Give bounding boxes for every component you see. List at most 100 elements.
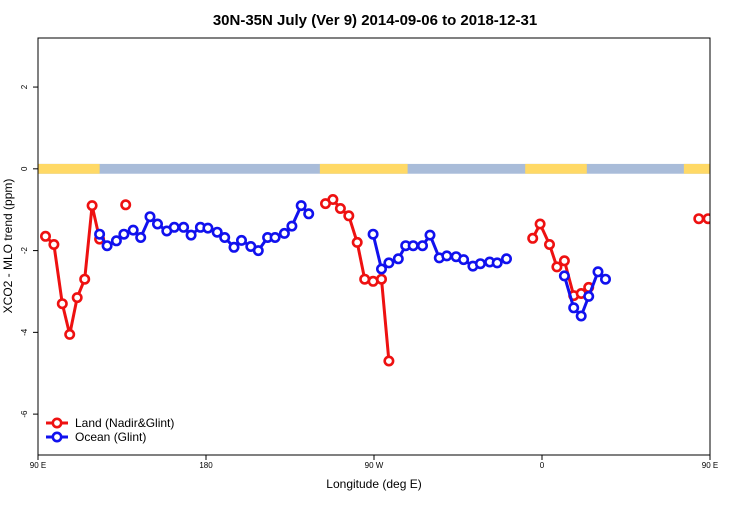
- x-axis: 90 E 180 90 W 0 90 E: [30, 455, 718, 470]
- land-data-point: [543, 239, 555, 251]
- ocean-data-point: [500, 253, 512, 265]
- x-tick-label: 0: [540, 461, 545, 470]
- y-tick-label: -6: [20, 410, 29, 418]
- land-data-point: [120, 199, 132, 211]
- land-mask-segment: [319, 163, 408, 174]
- ocean-data-point: [458, 254, 470, 266]
- y-tick-label: -4: [20, 328, 29, 336]
- land-data-point: [39, 230, 51, 242]
- land-data-point: [527, 232, 539, 244]
- ocean-data-point: [144, 211, 156, 223]
- land-data-point: [558, 255, 570, 267]
- ocean-data-point: [228, 241, 240, 253]
- legend: Land (Nadir&Glint) Ocean (Glint): [42, 412, 185, 445]
- ocean-data-point: [135, 232, 147, 244]
- ocean-data-point: [94, 228, 106, 240]
- ocean-data-point: [269, 232, 281, 244]
- land-ocean-mask: [38, 163, 710, 174]
- ocean-data-point: [424, 229, 436, 241]
- land-mask-segment: [38, 163, 100, 174]
- legend-ocean-marker: [51, 431, 63, 443]
- ocean-data-point: [211, 226, 223, 238]
- land-data-point: [702, 213, 710, 225]
- land-data-point: [327, 194, 339, 206]
- land-data-point: [343, 210, 355, 222]
- x-axis-label: Longitude (deg E): [326, 477, 421, 491]
- land-data-point: [367, 275, 379, 287]
- ocean-data-point: [558, 270, 570, 282]
- ocean-data-point: [592, 266, 604, 278]
- ocean-data-point: [178, 221, 190, 233]
- ocean-data-point: [575, 310, 587, 322]
- land-data-point: [56, 298, 68, 310]
- land-data-point: [359, 273, 371, 285]
- ocean-data-point: [441, 250, 453, 262]
- land-data-point: [534, 218, 546, 230]
- land-data-point: [86, 200, 98, 212]
- land-data-point: [743, 330, 750, 338]
- land-data-point: [48, 239, 60, 251]
- ocean-data-point: [101, 240, 113, 252]
- land-data-point: [71, 292, 83, 304]
- land-data-point: [383, 355, 395, 367]
- ocean-data-point: [168, 221, 180, 233]
- ocean-data-point: [278, 227, 290, 239]
- land-series-line: [698, 216, 710, 221]
- ocean-data-point: [491, 257, 503, 269]
- x-tick-label: 90 W: [365, 461, 384, 470]
- ocean-data-point: [407, 240, 419, 252]
- land-data-point: [551, 261, 563, 273]
- chart-title: 30N-35N July (Ver 9) 2014-09-06 to 2018-…: [213, 12, 537, 29]
- ocean-data-point: [286, 220, 298, 232]
- y-tick-label: 0: [20, 166, 29, 171]
- ocean-data-point: [392, 253, 404, 265]
- ocean-data-point: [568, 302, 580, 314]
- x-tick-label: 90 E: [30, 461, 46, 470]
- ocean-data-point: [375, 263, 387, 275]
- x-tick-label: 90 E: [702, 461, 718, 470]
- y-tick-label: -2: [20, 246, 29, 254]
- land-series-line: [44, 204, 102, 336]
- land-mask-segment: [683, 163, 710, 174]
- land-data-point: [719, 232, 727, 240]
- y-axis-label: XCO2 - MLO trend (ppm): [1, 179, 15, 314]
- land-data-point: [726, 240, 734, 248]
- ocean-data-point: [583, 290, 595, 302]
- land-data-point: [693, 213, 705, 225]
- y-tick-label: 2: [20, 84, 29, 89]
- plot-frame: [37, 37, 711, 456]
- ocean-data-point: [252, 245, 264, 257]
- land-data-point: [334, 203, 346, 215]
- legend-ocean-label: Ocean (Glint): [75, 430, 146, 444]
- ocean-data-point: [599, 273, 611, 285]
- land-data-point: [375, 273, 387, 285]
- x-tick-label: 180: [199, 461, 213, 470]
- ocean-data-point: [474, 258, 486, 270]
- ocean-data-point: [303, 208, 315, 220]
- ocean-data-point: [152, 218, 164, 230]
- land-data-point: [711, 212, 719, 220]
- ocean-data-point: [202, 222, 214, 234]
- ocean-data-point: [416, 240, 428, 252]
- ocean-data-point: [295, 200, 307, 212]
- ocean-data-point: [118, 228, 130, 240]
- legend-land-marker: [51, 417, 63, 429]
- ocean-data-point: [110, 235, 122, 247]
- ocean-data-point: [219, 232, 231, 244]
- land-data-point: [79, 273, 91, 285]
- y-axis: 2 0 -2 -4 -6: [20, 84, 38, 418]
- legend-land-label: Land (Nadir&Glint): [75, 416, 174, 430]
- ocean-data-point: [367, 228, 379, 240]
- ocean-data-point: [383, 257, 395, 269]
- land-mask-segment: [525, 163, 587, 174]
- series-layer: [39, 194, 750, 367]
- ocean-data-point: [127, 224, 139, 236]
- land-data-point: [64, 328, 76, 340]
- ocean-data-point: [185, 229, 197, 241]
- land-data-point: [736, 300, 744, 308]
- land-data-point: [351, 236, 363, 248]
- legend-box: [42, 412, 185, 445]
- ocean-data-point: [236, 234, 248, 246]
